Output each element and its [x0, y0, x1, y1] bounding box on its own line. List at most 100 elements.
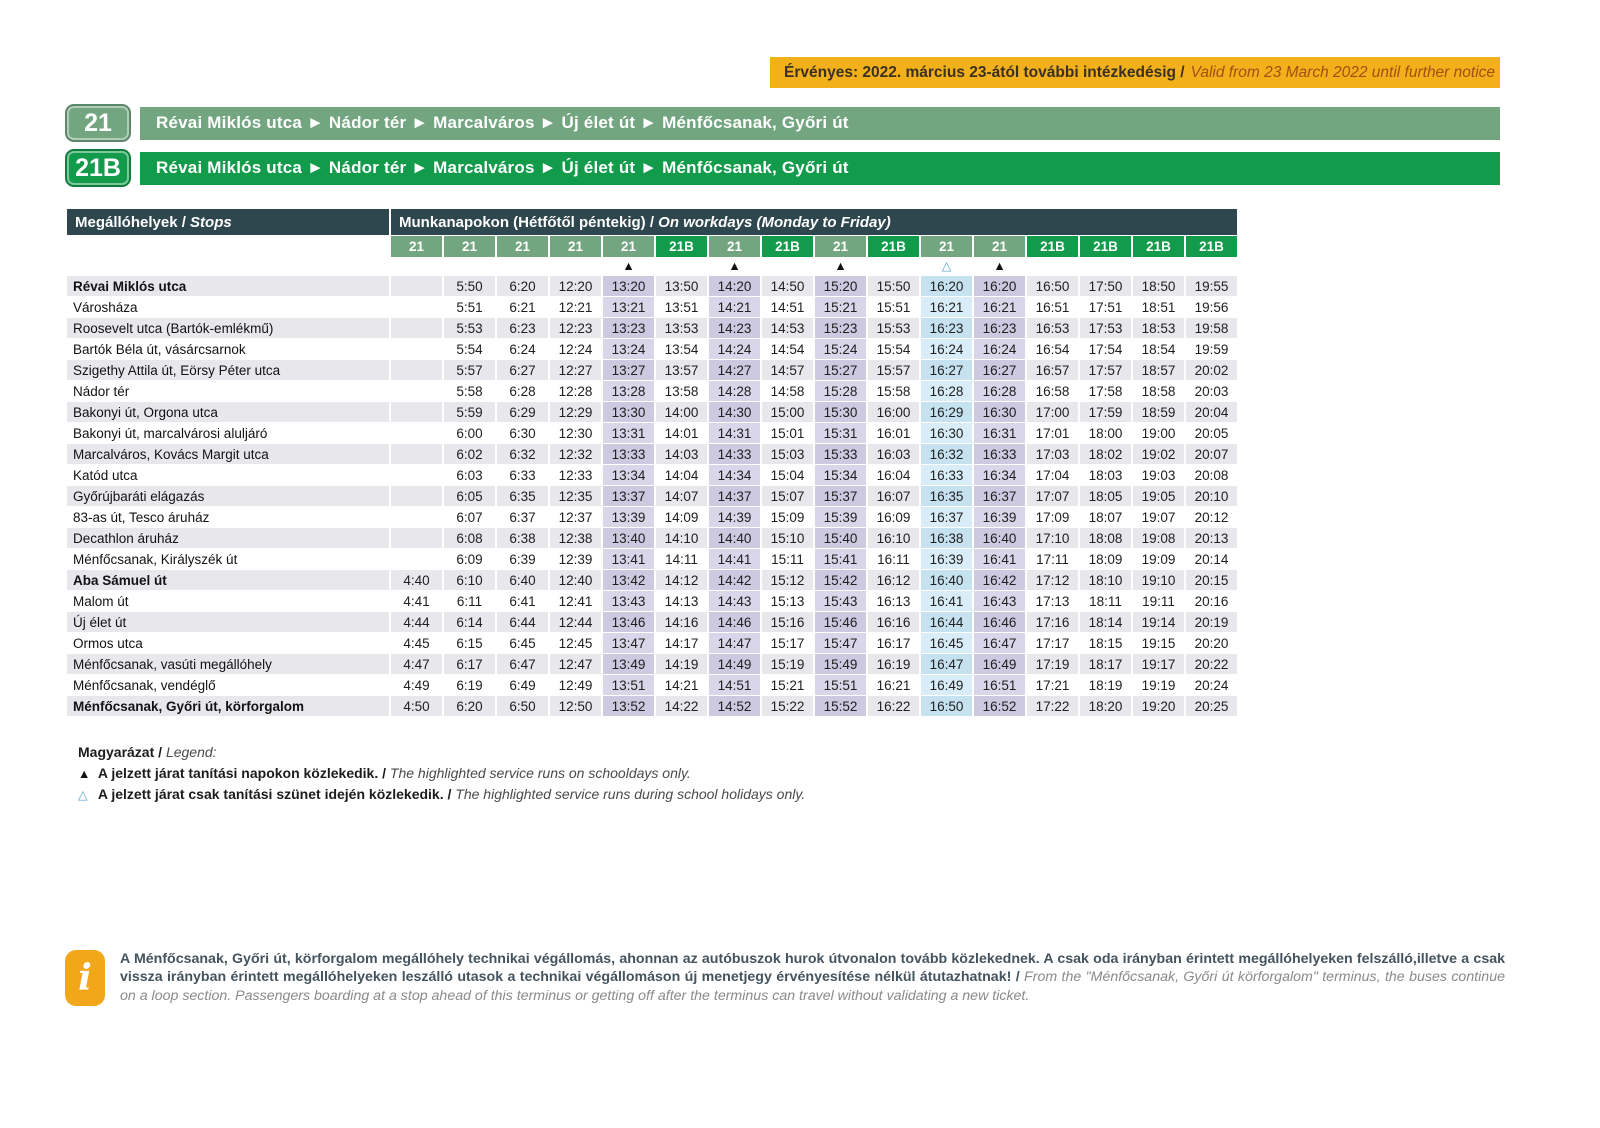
time-cell: 6:44 [497, 612, 548, 632]
table-row: Szigethy Attila út, Eörsy Péter utca 5:57… [67, 360, 1237, 380]
time-cell: 16:44 [921, 612, 972, 632]
time-cell: 4:45 [391, 633, 442, 653]
time-cell: 18:05 [1080, 486, 1131, 506]
time-cell: 6:49 [497, 675, 548, 695]
time-cell: 4:40 [391, 570, 442, 590]
time-cell: 18:03 [1080, 465, 1131, 485]
table-row: Győrújbaráti elágazás 6:05 6:35 12:35 13:37 1… [67, 486, 1237, 506]
time-cell: 16:41 [921, 591, 972, 611]
column-header-4: 21 [550, 236, 601, 257]
route-badge-21b: 21B [65, 149, 131, 187]
time-cell: 20:03 [1186, 381, 1237, 401]
time-cell: 14:17 [656, 633, 707, 653]
validity-text-en: Valid from 23 March 2022 until further n… [1190, 63, 1496, 81]
time-cell: 16:46 [974, 612, 1025, 632]
stop-cell: Új élet út [67, 612, 389, 632]
time-cell: 18:20 [1080, 696, 1131, 716]
time-cell: 6:17 [444, 654, 495, 674]
symbol-empty-col2 [444, 258, 495, 275]
time-cell: 14:42 [709, 570, 760, 590]
table-row: Városháza 5:51 6:21 12:21 13:21 13:51 14:21 14:… [67, 297, 1237, 317]
time-cell: 14:13 [656, 591, 707, 611]
stop-cell: Marcalváros, Kovács Margit utca [67, 444, 389, 464]
stop-cell: Bakonyi út, Orgona utca [67, 402, 389, 422]
time-cell: 16:31 [974, 423, 1025, 443]
time-cell: 6:15 [444, 633, 495, 653]
time-cell: 16:22 [868, 696, 919, 716]
time-cell: 13:34 [603, 465, 654, 485]
time-cell: 15:30 [815, 402, 866, 422]
time-cell: 19:14 [1133, 612, 1184, 632]
column-header-16: 21B [1186, 236, 1237, 257]
time-cell: 13:51 [603, 675, 654, 695]
time-cell: 6:41 [497, 591, 548, 611]
time-cell: 18:11 [1080, 591, 1131, 611]
table-row: Decathlon áruház 6:08 6:38 12:38 13:40 14:10 1… [67, 528, 1237, 548]
time-cell: 14:24 [709, 339, 760, 359]
time-cell: 14:28 [709, 381, 760, 401]
time-cell-empty [391, 276, 442, 296]
time-cell: 19:03 [1133, 465, 1184, 485]
time-cell: 16:33 [974, 444, 1025, 464]
header-spacer [67, 236, 389, 257]
route-header-21b: 21B Révai Miklós utca ► Nádor tér ► Marc… [65, 148, 1500, 188]
time-cell: 4:49 [391, 675, 442, 695]
time-cell-empty [391, 339, 442, 359]
time-cell: 14:00 [656, 402, 707, 422]
time-cell: 16:13 [868, 591, 919, 611]
time-cell: 15:57 [868, 360, 919, 380]
time-cell: 12:21 [550, 297, 601, 317]
time-cell: 15:21 [762, 675, 813, 695]
time-cell: 16:17 [868, 633, 919, 653]
time-cell: 15:46 [815, 612, 866, 632]
time-cell: 15:54 [868, 339, 919, 359]
time-cell: 5:58 [444, 381, 495, 401]
stop-cell: Malom út [67, 591, 389, 611]
stop-cell: Győrújbaráti elágazás [67, 486, 389, 506]
time-cell: 15:00 [762, 402, 813, 422]
time-cell: 15:58 [868, 381, 919, 401]
time-cell: 12:20 [550, 276, 601, 296]
time-cell: 19:09 [1133, 549, 1184, 569]
table-row: Révai Miklós utca 5:50 6:20 12:20 13:20 13:50… [67, 276, 1237, 296]
time-cell: 13:37 [603, 486, 654, 506]
time-cell: 13:57 [656, 360, 707, 380]
time-cell: 16:54 [1027, 339, 1078, 359]
column-header-11: 21 [921, 236, 972, 257]
time-cell: 18:19 [1080, 675, 1131, 695]
time-cell: 15:23 [815, 318, 866, 338]
time-cell: 15:47 [815, 633, 866, 653]
time-cell: 20:10 [1186, 486, 1237, 506]
time-cell: 16:35 [921, 486, 972, 506]
time-cell: 19:11 [1133, 591, 1184, 611]
time-cell: 16:50 [921, 696, 972, 716]
holiday-triangle-icon: △ [78, 788, 88, 802]
time-cell: 14:01 [656, 423, 707, 443]
time-cell: 16:47 [921, 654, 972, 674]
time-cell: 20:05 [1186, 423, 1237, 443]
time-cell: 16:07 [868, 486, 919, 506]
time-cell: 6:00 [444, 423, 495, 443]
time-cell-empty [391, 507, 442, 527]
time-cell: 20:25 [1186, 696, 1237, 716]
time-cell: 16:47 [974, 633, 1025, 653]
time-cell: 13:58 [656, 381, 707, 401]
time-cell: 16:32 [921, 444, 972, 464]
time-cell: 17:53 [1080, 318, 1131, 338]
time-cell: 6:09 [444, 549, 495, 569]
time-cell: 17:00 [1027, 402, 1078, 422]
timetable: Megállóhelyek / Stops Munkanapokon (Hétfő… [65, 208, 1239, 717]
time-cell: 12:27 [550, 360, 601, 380]
time-cell: 17:03 [1027, 444, 1078, 464]
time-cell: 6:05 [444, 486, 495, 506]
time-cell: 14:07 [656, 486, 707, 506]
route-bar-21: Révai Miklós utca ► Nádor tér ► Marcalvá… [140, 106, 1500, 140]
time-cell: 17:58 [1080, 381, 1131, 401]
time-cell: 15:20 [815, 276, 866, 296]
time-cell: 14:33 [709, 444, 760, 464]
time-cell: 6:21 [497, 297, 548, 317]
stop-cell: Ménfőcsanak, Győri út, körforgalom [67, 696, 389, 716]
time-cell: 15:27 [815, 360, 866, 380]
symbol-empty-col4 [550, 258, 601, 275]
